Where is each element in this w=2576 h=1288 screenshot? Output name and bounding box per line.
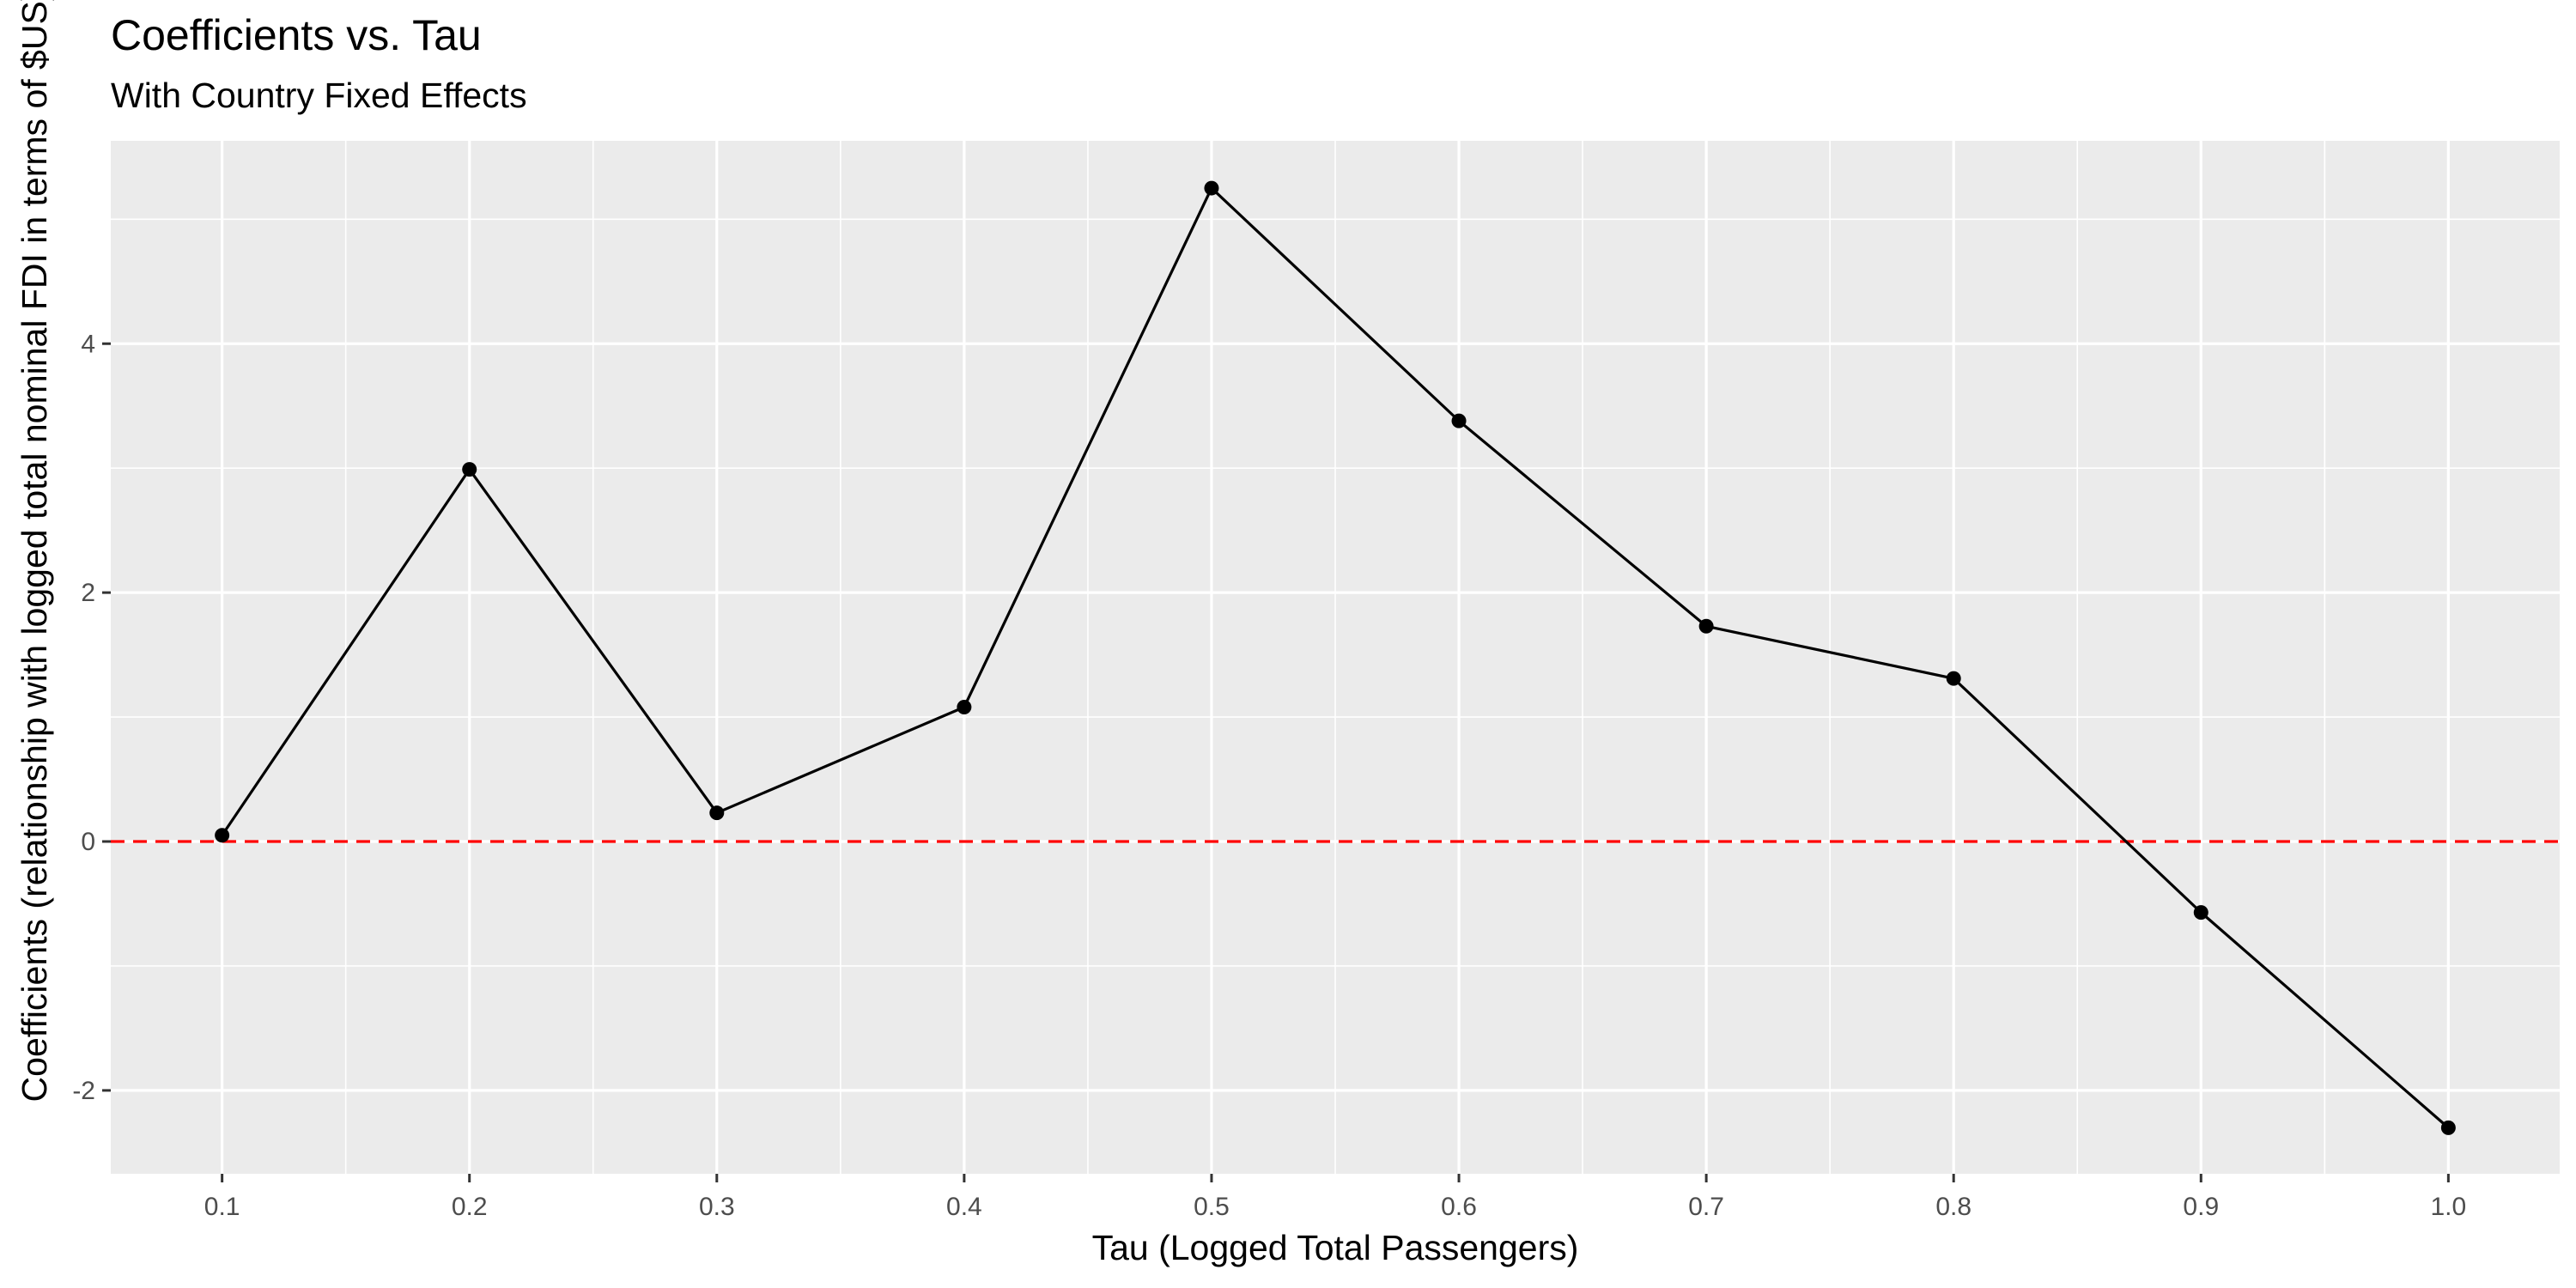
x-tick-label: 1.0 <box>2431 1193 2467 1221</box>
data-point <box>1946 671 1961 686</box>
x-tick-label: 0.6 <box>1441 1193 1477 1221</box>
data-point <box>1204 180 1219 196</box>
x-tick-label: 0.1 <box>204 1193 240 1221</box>
x-tick-label: 0.5 <box>1194 1193 1230 1221</box>
data-point <box>957 699 972 714</box>
series-line <box>221 186 2450 1129</box>
x-tick-label: 0.9 <box>2183 1193 2219 1221</box>
x-tick-label: 0.7 <box>1688 1193 1724 1221</box>
y-tick-label: -2 <box>72 1077 95 1105</box>
x-axis-title: Tau (Logged Total Passengers) <box>1092 1228 1579 1267</box>
y-tick-label: 4 <box>81 330 95 358</box>
data-point <box>709 805 725 821</box>
data-point <box>2440 1120 2456 1135</box>
y-axis-ticks: -2 0 2 4 <box>72 330 111 1105</box>
data-point <box>215 828 230 843</box>
x-tick-label: 0.3 <box>699 1193 735 1221</box>
data-point <box>462 462 477 477</box>
chart-title: Coefficients vs. Tau <box>111 11 482 59</box>
x-tick-label: 0.2 <box>452 1193 488 1221</box>
minor-gridlines <box>111 141 2560 1174</box>
chart-subtitle: With Country Fixed Effects <box>111 76 527 115</box>
data-points <box>215 180 2456 1135</box>
x-tick-label: 0.8 <box>1935 1193 1971 1221</box>
x-tick-label: 0.4 <box>946 1193 982 1221</box>
major-gridlines <box>111 141 2560 1174</box>
data-point <box>2193 905 2208 920</box>
y-axis-title: Coefficients (relationship with logged t… <box>15 0 54 1102</box>
y-tick-label: 0 <box>81 828 95 856</box>
y-tick-label: 2 <box>81 579 95 607</box>
data-point <box>1451 413 1467 428</box>
x-axis-ticks: 0.1 0.2 0.3 0.4 0.5 0.6 0.7 0.8 0.9 1.0 <box>204 1174 2466 1221</box>
data-point <box>1698 618 1714 634</box>
